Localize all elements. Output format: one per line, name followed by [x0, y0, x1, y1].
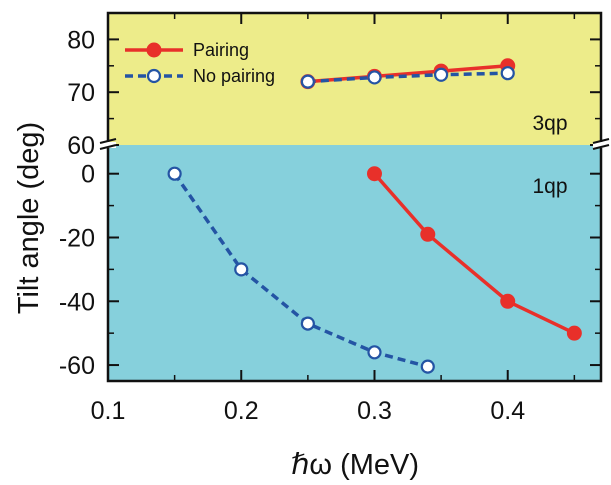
y-tick-label: 70 [67, 79, 95, 107]
x-axis-label-text: ℏω (MeV) [291, 449, 419, 481]
y-tick-label: 0 [81, 161, 95, 189]
legend-marker [146, 42, 162, 58]
series-line-no-pairing-3qp [307, 71, 508, 84]
axis-break-mark [592, 138, 610, 144]
data-point-pairing [500, 293, 516, 309]
x-tick-label: 0.2 [224, 397, 259, 425]
x-tick-label: 0.4 [490, 397, 525, 425]
data-point-no-pairing [167, 166, 182, 181]
legend-label: No pairing [193, 66, 275, 86]
x-axis-label: ℏω (MeV) [291, 449, 419, 481]
data-point-pairing [566, 325, 582, 341]
panel-label-3qp: 3qp [532, 112, 567, 135]
y-axis-label: Tilt angle (deg) [13, 122, 45, 314]
panel-label-1qp: 1qp [532, 175, 567, 198]
data-point-pairing [420, 226, 436, 242]
y-tick-label: -40 [59, 288, 95, 316]
data-point-no-pairing [300, 74, 315, 89]
data-point-no-pairing [434, 67, 449, 82]
series-line-pairing-1qp [373, 172, 576, 335]
legend-marker [146, 68, 162, 84]
plot-frame [106, 11, 603, 383]
axis-break-mark [592, 144, 610, 150]
data-point-no-pairing [300, 316, 315, 331]
axis-break-gap [593, 142, 609, 148]
data-point-no-pairing [367, 70, 382, 85]
legend-label: Pairing [193, 40, 249, 60]
data-point-no-pairing [367, 345, 382, 360]
y-tick-label: 80 [67, 26, 95, 54]
x-tick-label: 0.1 [91, 397, 126, 425]
y-tick-label: -20 [59, 224, 95, 252]
panel-background-1qp [108, 145, 601, 381]
axis-break-mark [99, 138, 117, 144]
data-point-no-pairing [420, 359, 435, 374]
axis-break-mark [99, 144, 117, 150]
y-tick-label: -60 [59, 352, 95, 380]
data-point-no-pairing [500, 66, 515, 81]
data-point-pairing [366, 166, 382, 182]
data-point-no-pairing [234, 262, 249, 277]
x-tick-label: 0.3 [357, 397, 392, 425]
axis-break-gap [100, 142, 116, 148]
y-tick-label: 60 [67, 132, 95, 160]
